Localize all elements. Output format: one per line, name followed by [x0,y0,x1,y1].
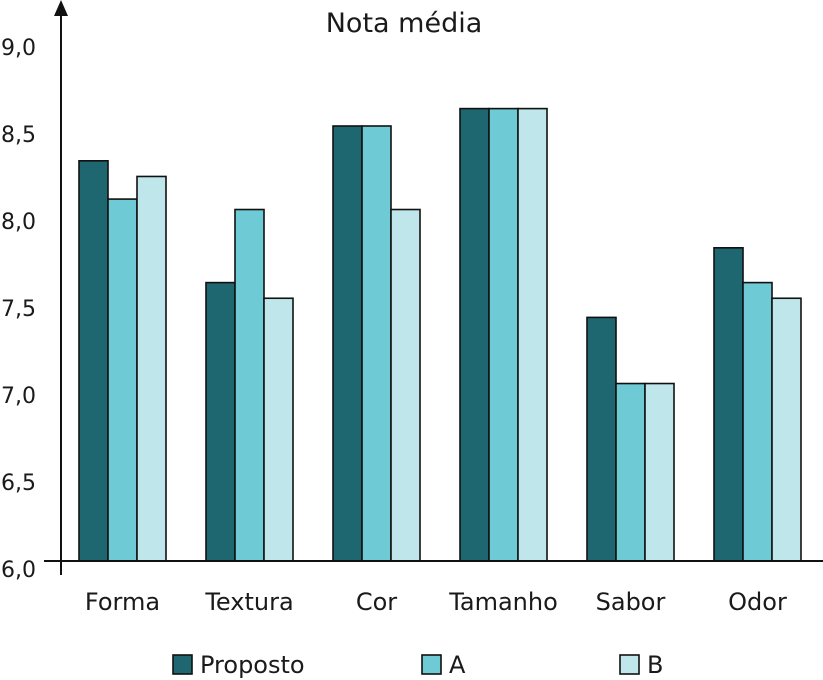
bar-tamanho-proposto [459,107,490,562]
bar-forma-proposto [78,160,109,562]
y-tick-label: 9,0 [1,36,36,61]
legend-swatch-a [421,654,442,675]
bar-textura-proposto [205,281,236,562]
category-label-cor: Cor [356,588,397,616]
y-tick-label: 8,5 [1,123,36,148]
bar-tamanho-b [517,107,548,562]
legend-swatch-b [619,654,640,675]
category-label-tamanho: Tamanho [448,588,558,616]
axis-layer [44,0,823,575]
bar-cor-proposto [332,125,363,562]
category-label-sabor: Sabor [596,588,666,616]
y-tick-label: 8,0 [1,210,36,235]
bar-cor-a [361,125,392,562]
chart-title: Nota média [326,8,483,39]
bar-textura-b [263,297,294,562]
category-label-odor: Odor [728,588,787,616]
bar-sabor-a [615,382,646,562]
y-tick-label: 7,5 [1,297,36,322]
category-label-textura: Textura [204,588,293,616]
bar-odor-a [742,281,773,562]
y-tick-labels: 6,0 6,5 7,0 7,5 8,0 8,5 9,0 [1,36,36,583]
bar-forma-b [136,175,167,562]
bar-tamanho-a [488,107,519,562]
bar-odor-proposto [713,247,744,562]
bar-sabor-b [644,382,675,562]
bar-textura-a [234,208,265,562]
category-labels: Forma Textura Cor Tamanho Sabor Odor [85,588,787,616]
y-tick-label: 6,0 [1,558,36,583]
bar-sabor-proposto [586,316,617,562]
y-axis-arrow-icon [54,0,68,16]
bar-forma-a [107,198,138,562]
legend: Proposto A B [172,651,663,679]
legend-swatch-proposto [172,654,193,675]
bars-layer [78,107,802,562]
legend-label-a: A [449,651,466,679]
bar-odor-b [771,297,802,562]
bar-cor-b [390,208,421,562]
legend-label-b: B [647,651,663,679]
y-tick-label: 7,0 [1,384,36,409]
category-label-forma: Forma [85,588,160,616]
legend-label-proposto: Proposto [200,651,305,679]
y-tick-label: 6,5 [1,471,36,496]
